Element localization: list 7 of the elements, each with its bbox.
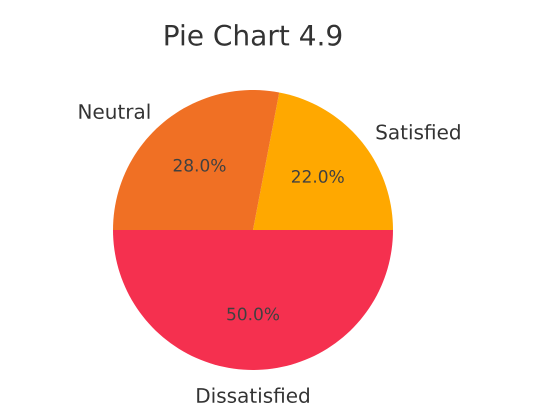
- data-label: 50.0%: [227, 308, 280, 320]
- data-label: 28.0%: [174, 158, 226, 172]
- slice-label: Neutral: [79, 104, 150, 120]
- data-label: 22.0%: [292, 170, 344, 183]
- chart-title: Pie Chart 4.9: [165, 24, 342, 46]
- slice-label: Dissatisfied: [197, 388, 309, 403]
- slice-label: Satisfied: [376, 124, 460, 140]
